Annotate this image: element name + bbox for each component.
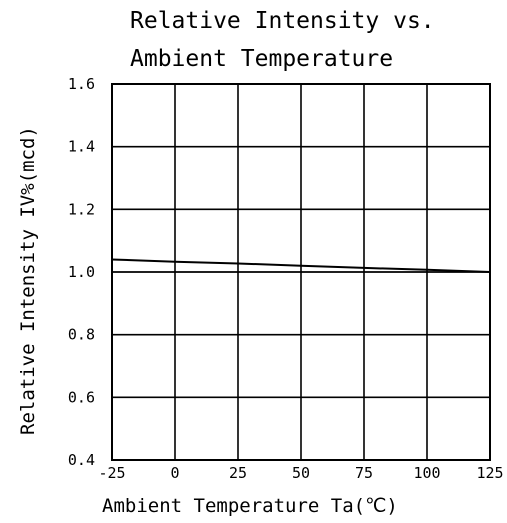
x-tick-label-0: -25 <box>98 464 125 482</box>
x-tick-label-2: 25 <box>229 464 247 482</box>
y-tick-label-1: 0.6 <box>68 388 95 406</box>
x-tick-label-1: 0 <box>170 464 179 482</box>
x-tick-label-3: 50 <box>292 464 310 482</box>
y-tick-label-6: 1.6 <box>68 75 95 93</box>
chart-title-line-1: Relative Intensity vs. <box>130 8 435 34</box>
y-tick-labels: 0.4 0.6 0.8 1.0 1.2 1.4 1.6 <box>68 75 95 469</box>
x-tick-label-6: 125 <box>476 464 503 482</box>
y-tick-label-3: 1.0 <box>68 263 95 281</box>
x-tick-labels: -25 0 25 50 75 100 125 <box>98 464 503 482</box>
series-line-0 <box>111 258 491 273</box>
series-layer <box>111 258 491 273</box>
x-tick-label-5: 100 <box>413 464 440 482</box>
y-axis-label: Relative Intensity IV%(mcd) <box>17 126 39 435</box>
y-tick-label-0: 0.4 <box>68 451 95 469</box>
y-tick-label-5: 1.4 <box>68 138 95 156</box>
x-axis-label: Ambient Temperature Ta(℃) <box>102 495 398 517</box>
y-tick-label-2: 0.8 <box>68 326 95 344</box>
y-tick-label-4: 1.2 <box>68 200 95 218</box>
x-tick-label-4: 75 <box>355 464 373 482</box>
chart-title-line-2: Ambient Temperature <box>130 46 393 72</box>
